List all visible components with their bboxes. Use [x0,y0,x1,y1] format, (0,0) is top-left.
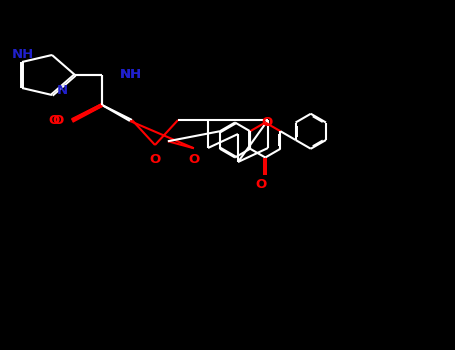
Text: NH: NH [120,69,142,82]
Text: O: O [53,114,64,127]
Text: O: O [49,113,60,126]
Text: NH: NH [120,69,142,82]
Text: O: O [256,178,267,191]
Text: O: O [262,116,273,129]
Text: O: O [149,153,161,166]
Text: N: N [57,84,68,97]
Text: O: O [188,153,199,166]
Text: NH: NH [12,49,34,62]
